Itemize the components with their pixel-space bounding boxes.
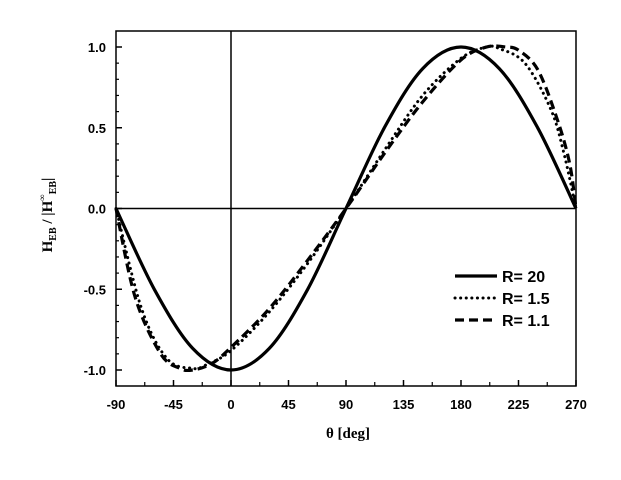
y-title-close: | — [40, 178, 56, 181]
y-tick-label: 0.5 — [88, 121, 106, 136]
series-line-3 — [114, 44, 578, 373]
x-tick-labels: -90 -45 0 45 90 135 180 225 270 — [107, 397, 587, 412]
x-axis-title: θ [deg] — [326, 426, 370, 442]
y-tick-labels: -1.0 -0.5 0.0 0.5 1.0 — [84, 40, 106, 378]
y-title-sub1: EB — [48, 227, 59, 241]
y-tick-label: -1.0 — [84, 363, 106, 378]
series-layer — [114, 44, 578, 373]
legend-label-3: R= 1.1 — [502, 313, 550, 330]
legend: R= 20 R= 1.5 R= 1.1 — [453, 269, 550, 330]
svg-text:HEB / |H∞EB|: HEB / |H∞EB| — [37, 178, 59, 253]
y-title-sub2: EB — [48, 181, 59, 195]
x-tick-label: 180 — [450, 397, 472, 412]
x-tick-label: 270 — [565, 397, 587, 412]
y-title-sep: / | — [40, 212, 56, 227]
x-tick-label: -45 — [164, 397, 183, 412]
y-title-h2: H — [40, 200, 56, 212]
y-title-sup: ∞ — [37, 194, 47, 200]
x-tick-label: 225 — [508, 397, 530, 412]
legend-label-2: R= 1.5 — [502, 291, 550, 308]
x-tick-label: 45 — [281, 397, 295, 412]
y-title-h1: H — [40, 240, 56, 252]
x-tick-label: -90 — [107, 397, 126, 412]
x-tick-label: 0 — [227, 397, 234, 412]
legend-label-1: R= 20 — [502, 269, 545, 286]
x-tick-label: 90 — [339, 397, 353, 412]
y-axis-title: HEB / |H∞EB| — [37, 178, 59, 253]
axis-ticks — [115, 46, 577, 386]
y-tick-label: 1.0 — [88, 40, 106, 55]
y-tick-label: 0.0 — [88, 202, 106, 217]
y-tick-label: -0.5 — [84, 282, 106, 297]
x-tick-label: 135 — [393, 397, 415, 412]
